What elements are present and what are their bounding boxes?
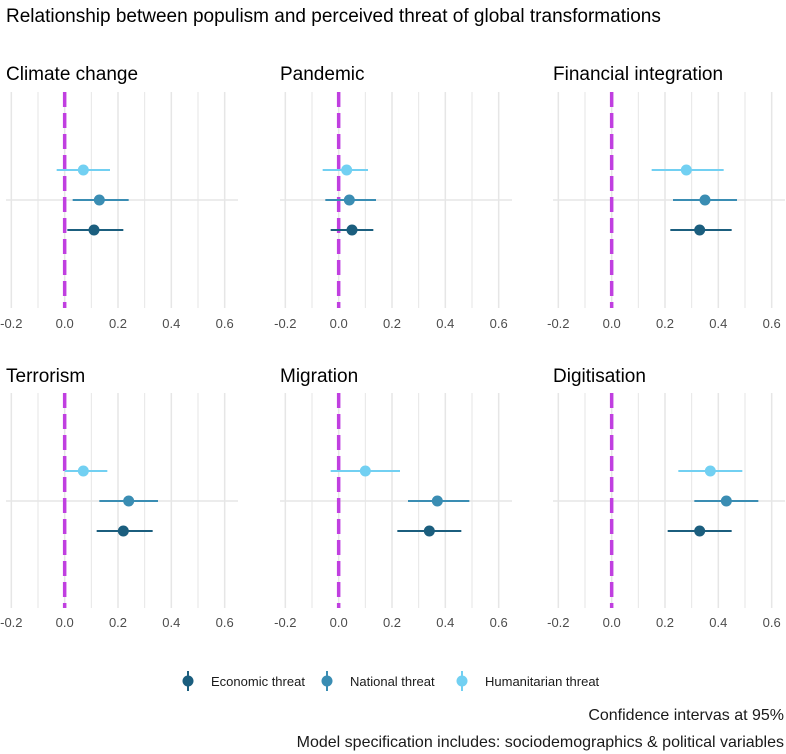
x-tick-label: -0.2 (274, 316, 296, 331)
x-tick-label: -0.2 (547, 615, 569, 630)
humanitarian-point (341, 164, 353, 176)
x-tick-label: 0.0 (330, 316, 348, 331)
panel-1: Pandemic -0.2 0.0 0.2 0.4 0.6 (274, 64, 512, 331)
x-tick-label: -0.2 (274, 615, 296, 630)
x-tick-label: 0.6 (216, 316, 234, 331)
x-tick-label: -0.2 (0, 316, 22, 331)
national-point (431, 495, 443, 507)
national-legend-key (321, 675, 333, 687)
x-tick-label: 0.6 (763, 615, 781, 630)
x-tick-label: 0.2 (109, 316, 127, 331)
chart-title: Relationship between populism and percei… (6, 6, 661, 27)
legend-label: Economic threat (211, 674, 305, 689)
x-tick-label: 0.6 (763, 316, 781, 331)
humanitarian-point (704, 465, 716, 477)
legend: Economic threat National threat Humanitari… (182, 671, 600, 691)
national-point (699, 194, 711, 206)
humanitarian-point (359, 465, 371, 477)
panel-title: Climate change (6, 64, 138, 85)
x-tick-label: 0.4 (709, 316, 727, 331)
x-tick-label: -0.2 (547, 316, 569, 331)
national-point (123, 495, 135, 507)
humanitarian-point (77, 164, 89, 176)
x-tick-label: -0.2 (0, 615, 22, 630)
economic-point (88, 224, 100, 236)
panel-2: Financial integration -0.2 0.0 0.2 0.4 0.6 (547, 64, 785, 331)
panel-3: Terrorism -0.2 0.0 0.2 0.4 0.6 (0, 366, 238, 630)
economic-legend-key (182, 675, 194, 687)
humanitarian-legend-key (456, 675, 468, 687)
panels: Climate change -0.2 0.0 0.2 0.4 0.6 Pandemic -0… (0, 64, 785, 630)
national-point (720, 495, 732, 507)
caption-line-2: Model specification includes: sociodemog… (297, 734, 784, 751)
national-point (93, 194, 105, 206)
x-tick-label: 0.4 (162, 615, 180, 630)
panel-title: Migration (280, 366, 358, 387)
x-tick-label: 0.2 (656, 316, 674, 331)
panel-title: Digitisation (553, 366, 646, 387)
x-tick-label: 0.2 (109, 615, 127, 630)
caption-line-1: Confidence intervas at 95% (588, 707, 784, 724)
panel-title: Pandemic (280, 64, 365, 85)
x-tick-label: 0.4 (162, 316, 180, 331)
x-tick-label: 0.6 (490, 316, 508, 331)
economic-point (346, 224, 358, 236)
panel-4: Migration -0.2 0.0 0.2 0.4 0.6 (274, 366, 512, 630)
economic-point (423, 525, 435, 537)
panel-0: Climate change -0.2 0.0 0.2 0.4 0.6 (0, 64, 238, 331)
x-tick-label: 0.0 (56, 615, 74, 630)
x-tick-label: 0.6 (216, 615, 234, 630)
x-tick-label: 0.2 (383, 615, 401, 630)
x-tick-label: 0.0 (56, 316, 74, 331)
panel-5: Digitisation -0.2 0.0 0.2 0.4 0.6 (547, 366, 785, 630)
panel-title: Terrorism (6, 366, 85, 387)
economic-point (117, 525, 129, 537)
panel-title: Financial integration (553, 64, 723, 85)
humanitarian-point (77, 465, 89, 477)
x-tick-label: 0.0 (603, 615, 621, 630)
x-tick-label: 0.0 (603, 316, 621, 331)
economic-point (694, 224, 706, 236)
x-tick-label: 0.4 (436, 615, 454, 630)
x-tick-label: 0.0 (330, 615, 348, 630)
legend-label: Humanitarian threat (485, 674, 600, 689)
humanitarian-point (680, 164, 692, 176)
x-tick-label: 0.2 (383, 316, 401, 331)
economic-point (694, 525, 706, 537)
legend-label: National threat (350, 674, 435, 689)
x-tick-label: 0.6 (490, 615, 508, 630)
x-tick-label: 0.4 (436, 316, 454, 331)
x-tick-label: 0.4 (709, 615, 727, 630)
national-point (343, 194, 355, 206)
x-tick-label: 0.2 (656, 615, 674, 630)
